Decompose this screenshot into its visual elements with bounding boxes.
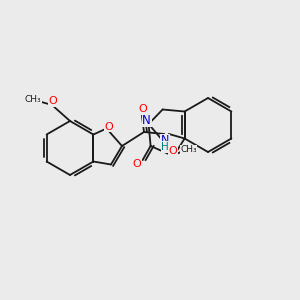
Text: H: H (161, 142, 169, 152)
Text: N: N (142, 113, 151, 127)
Text: O: O (139, 104, 147, 114)
Text: CH₃: CH₃ (180, 146, 197, 154)
Text: CH₃: CH₃ (25, 94, 41, 103)
Text: N: N (161, 135, 169, 145)
Text: O: O (104, 122, 113, 131)
Text: O: O (49, 96, 57, 106)
Text: O: O (168, 146, 177, 156)
Text: O: O (132, 159, 141, 169)
